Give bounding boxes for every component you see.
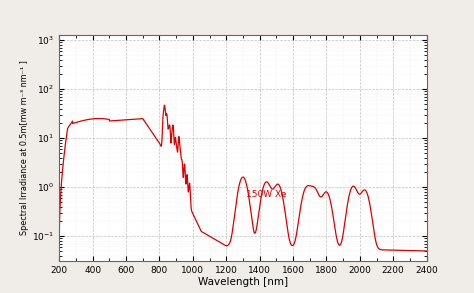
Text: 150W Xe: 150W Xe [246, 190, 287, 199]
X-axis label: Wavelength [nm]: Wavelength [nm] [198, 277, 288, 287]
Y-axis label: Spectral Irradiance at 0.5m[mw m⁻³ nm⁻¹ ]: Spectral Irradiance at 0.5m[mw m⁻³ nm⁻¹ … [20, 61, 29, 235]
